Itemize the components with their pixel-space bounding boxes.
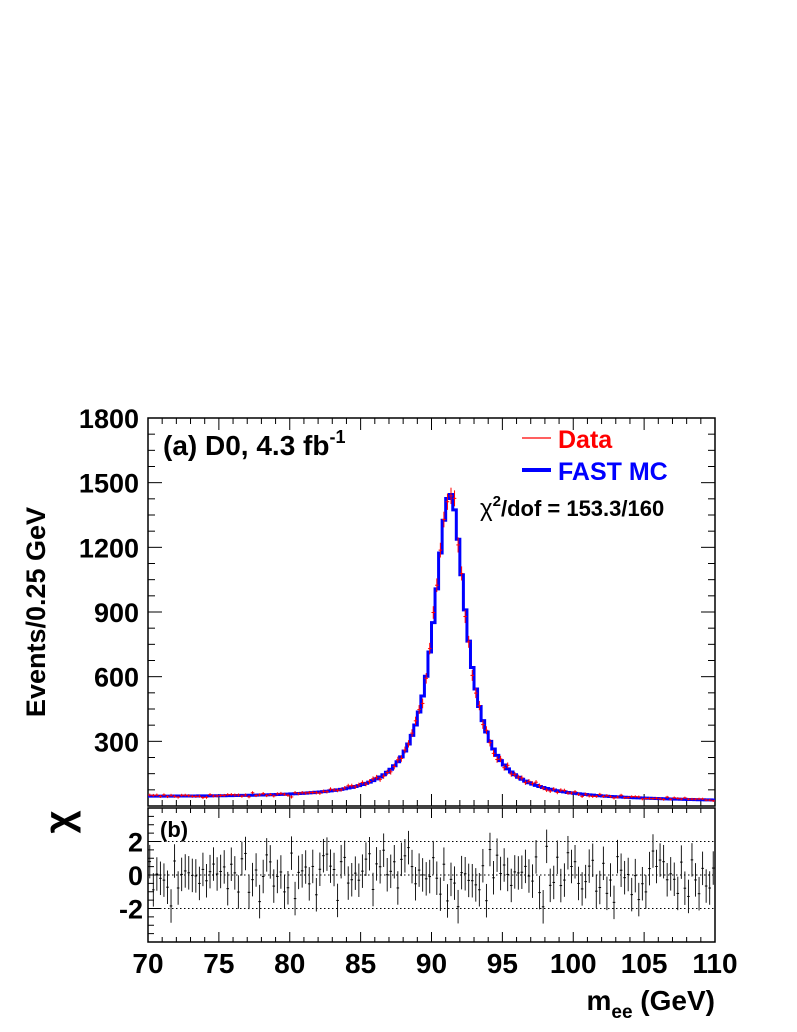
data-points bbox=[148, 487, 715, 802]
x-tick-label: 90 bbox=[416, 948, 447, 979]
y-tick-label: 1800 bbox=[79, 404, 139, 434]
y-tick-label: 900 bbox=[94, 598, 139, 628]
x-tick-label: 75 bbox=[203, 948, 234, 979]
y-tick-label: 1200 bbox=[79, 533, 139, 563]
panel-a-ytick-labels: 300 600 900 1200 1500 1800 bbox=[79, 404, 139, 757]
panel-a-ticks bbox=[147, 417, 716, 807]
x-tick-label: 85 bbox=[345, 948, 376, 979]
residual-points bbox=[148, 829, 715, 924]
chi-axis-title: χ bbox=[37, 810, 81, 833]
y-tick-label: 2 bbox=[128, 828, 143, 858]
panel-b-ticks bbox=[147, 807, 716, 943]
fast-mc-line bbox=[148, 493, 715, 802]
y-tick-label: 1500 bbox=[79, 469, 139, 499]
x-tick-label: 100 bbox=[550, 948, 597, 979]
x-tick-label: 80 bbox=[274, 948, 305, 979]
x-axis-title-subscript: ee bbox=[611, 1002, 632, 1023]
y-tick-label: -2 bbox=[119, 895, 143, 925]
panel-b-ytick-labels: 20 -2 bbox=[119, 828, 143, 925]
panel-a-title-superscript: -1 bbox=[329, 427, 345, 447]
legend: Data FAST MC bbox=[522, 426, 668, 486]
x-axis-title: mee (GeV) bbox=[586, 985, 715, 1023]
panel-a: 300 600 900 1200 1500 1800 Events/0.25 GeV (a… bbox=[21, 404, 716, 807]
y-tick-label: 600 bbox=[94, 663, 139, 693]
x-tick-labels: 70 75 80 85 90 95 100 105 110 bbox=[132, 948, 737, 979]
legend-data-label: Data bbox=[558, 426, 613, 454]
legend-fastmc-label: FAST MC bbox=[558, 458, 668, 486]
y-axis-title: Events/0.25 GeV bbox=[21, 507, 51, 717]
x-tick-label: 105 bbox=[621, 948, 668, 979]
y-tick-label: 0 bbox=[128, 861, 143, 891]
chi2-annotation: χ2/dof = 153.3/160 bbox=[480, 493, 664, 522]
fast-mc-histogram bbox=[148, 493, 715, 802]
panel-b: 20 -2 70 75 80 85 90 95 100 105 110 (b) χ mee (Ge… bbox=[37, 807, 738, 1023]
x-tick-label: 95 bbox=[487, 948, 518, 979]
y-tick-label: 300 bbox=[94, 727, 139, 757]
x-tick-label: 110 bbox=[692, 948, 737, 979]
panel-b-title: (b) bbox=[160, 817, 188, 842]
reference-lines bbox=[148, 841, 715, 909]
panel-a-title: (a) D0, 4.3 fb-1 bbox=[163, 427, 346, 461]
chi2-superscript: 2 bbox=[493, 493, 501, 510]
x-tick-label: 70 bbox=[132, 948, 163, 979]
